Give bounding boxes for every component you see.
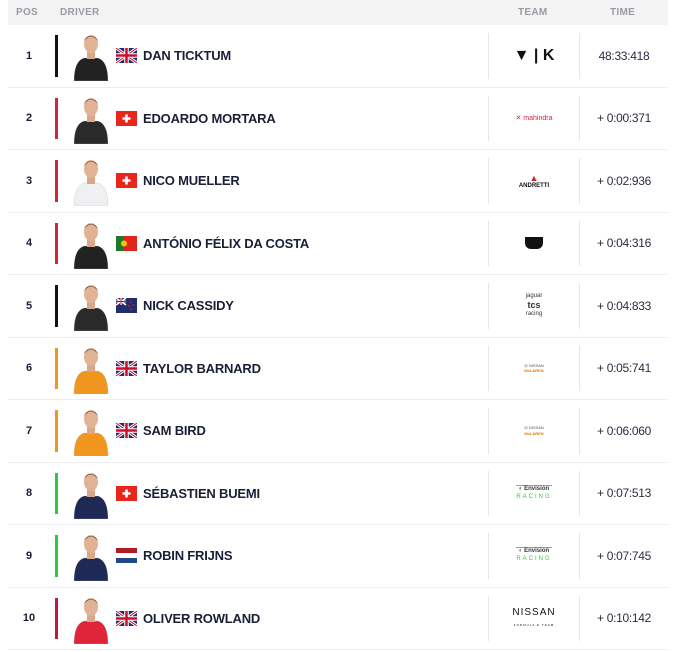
driver-photo (73, 285, 109, 331)
position: 3 (25, 174, 33, 187)
race-time: + 0:04:316 (596, 236, 652, 251)
table-row[interactable]: 7 SAM BIRD ◎ NISSAN McLAREN + 0:06:060 (8, 400, 668, 463)
team-logo-andretti[interactable]: ▲ ANDRETTI (488, 158, 580, 204)
team-logo-jaguar-tcs[interactable]: jaguar tcs racing (488, 283, 580, 329)
race-time: + 0:07:745 (596, 548, 652, 563)
driver-photo (73, 160, 109, 206)
header-pos: POS (16, 7, 39, 18)
driver-photo (73, 597, 109, 644)
driver-name[interactable]: NICO MUELLER (143, 173, 240, 189)
driver-name[interactable]: OLIVER ROWLAND (143, 610, 261, 626)
header-team: TEAM (518, 7, 548, 18)
team-logo-envision[interactable]: ◐ Envision RACING (488, 533, 580, 579)
position: 5 (25, 299, 33, 312)
race-time: 48:33:418 (598, 48, 650, 63)
race-time: + 0:02:936 (596, 173, 652, 188)
driver-photo (73, 535, 109, 581)
position: 7 (25, 424, 33, 437)
flag-gb-icon (116, 48, 137, 63)
header-driver: DRIVER (60, 7, 100, 18)
driver-photo (73, 35, 109, 81)
driver-name[interactable]: SAM BIRD (143, 423, 206, 439)
table-row[interactable]: 2 EDOARDO MORTARA ✕ mahindra + 0:00:371 (8, 88, 668, 150)
header-time: TIME (610, 7, 636, 18)
table-row[interactable]: 9 ROBIN FRIJNS ◐ Envision RACING + 0:07:7… (8, 525, 668, 588)
team-logo-envision[interactable]: ◐ Envision RACING (488, 470, 580, 516)
position: 6 (25, 362, 33, 375)
driver-name[interactable]: SÉBASTIEN BUEMI (143, 485, 260, 501)
team-color-bar (55, 347, 58, 389)
position: 9 (25, 549, 33, 562)
position: 10 (22, 612, 36, 625)
driver-photo (73, 347, 109, 394)
team-logo-nissan[interactable]: NISSAN FORMULA E TEAM (488, 595, 580, 641)
table-row[interactable]: 3 NICO MUELLER ▲ ANDRETTI + 0:02:936 (8, 150, 668, 213)
table-header: POS DRIVER TEAM TIME (8, 0, 668, 25)
flag-ch-icon (116, 173, 137, 188)
race-time: + 0:07:513 (596, 486, 652, 501)
race-time: + 0:00:371 (596, 111, 652, 126)
table-row[interactable]: 4 ANTÓNIO FÉLIX DA COSTA + 0:04:316 (8, 213, 668, 275)
team-logo-nissan-mclaren[interactable]: ◎ NISSAN McLAREN (488, 345, 580, 391)
team-color-bar (55, 97, 58, 139)
driver-photo (73, 472, 109, 519)
driver-photo (73, 97, 109, 144)
table-row[interactable]: 5 NICK CASSIDY jaguar tcs racing + 0:04:83… (8, 275, 668, 338)
flag-gb-icon (116, 360, 137, 376)
team-color-bar (55, 35, 58, 77)
team-logo-nissan-mclaren[interactable]: ◎ NISSAN McLAREN (488, 408, 580, 454)
flag-gb-icon (116, 610, 137, 626)
flag-gb-icon (116, 423, 137, 438)
driver-name[interactable]: NICK CASSIDY (143, 298, 234, 314)
team-color-bar (55, 410, 58, 452)
table-row[interactable]: 6 TAYLOR BARNARD ◎ NISSAN McLAREN + 0:05:… (8, 338, 668, 400)
team-color-bar (55, 535, 58, 577)
flag-nz-icon (116, 298, 137, 313)
team-color-bar (55, 597, 58, 639)
flag-ch-icon (116, 110, 137, 126)
position: 1 (25, 49, 33, 62)
driver-photo (73, 222, 109, 269)
flag-nl-icon (116, 548, 137, 563)
driver-name[interactable]: DAN TICKTUM (143, 48, 232, 64)
driver-name[interactable]: ROBIN FRIJNS (143, 548, 233, 564)
team-color-bar (55, 285, 58, 327)
table-row[interactable]: 10 OLIVER ROWLAND NISSAN FORMULA E TEAM +… (8, 588, 668, 650)
race-time: + 0:04:833 (596, 298, 652, 313)
team-logo-cupra-kiro[interactable]: ▼ | K (488, 33, 580, 79)
team-color-bar (55, 222, 58, 264)
position: 8 (25, 487, 33, 500)
driver-name[interactable]: ANTÓNIO FÉLIX DA COSTA (143, 235, 310, 251)
team-color-bar (55, 472, 58, 514)
race-time: + 0:05:741 (596, 361, 652, 376)
table-row[interactable]: 1 DAN TICKTUM ▼ | K 48:33:418 (8, 25, 668, 88)
table-row[interactable]: 8 SÉBASTIEN BUEMI ◐ Envision RACING + 0:0… (8, 463, 668, 525)
results-table: POS DRIVER TEAM TIME 1 DAN TICKTUM ▼ | K… (8, 0, 668, 650)
race-time: + 0:10:142 (596, 611, 652, 626)
team-logo-porsche[interactable] (488, 220, 580, 266)
driver-photo (73, 410, 109, 456)
driver-name[interactable]: TAYLOR BARNARD (143, 360, 261, 376)
position: 2 (25, 112, 33, 125)
team-logo-mahindra[interactable]: ✕ mahindra (488, 95, 580, 141)
driver-name[interactable]: EDOARDO MORTARA (143, 110, 276, 126)
flag-pt-icon (116, 235, 137, 251)
position: 4 (25, 237, 33, 250)
race-time: + 0:06:060 (596, 423, 652, 438)
team-color-bar (55, 160, 58, 202)
flag-ch-icon (116, 485, 137, 501)
